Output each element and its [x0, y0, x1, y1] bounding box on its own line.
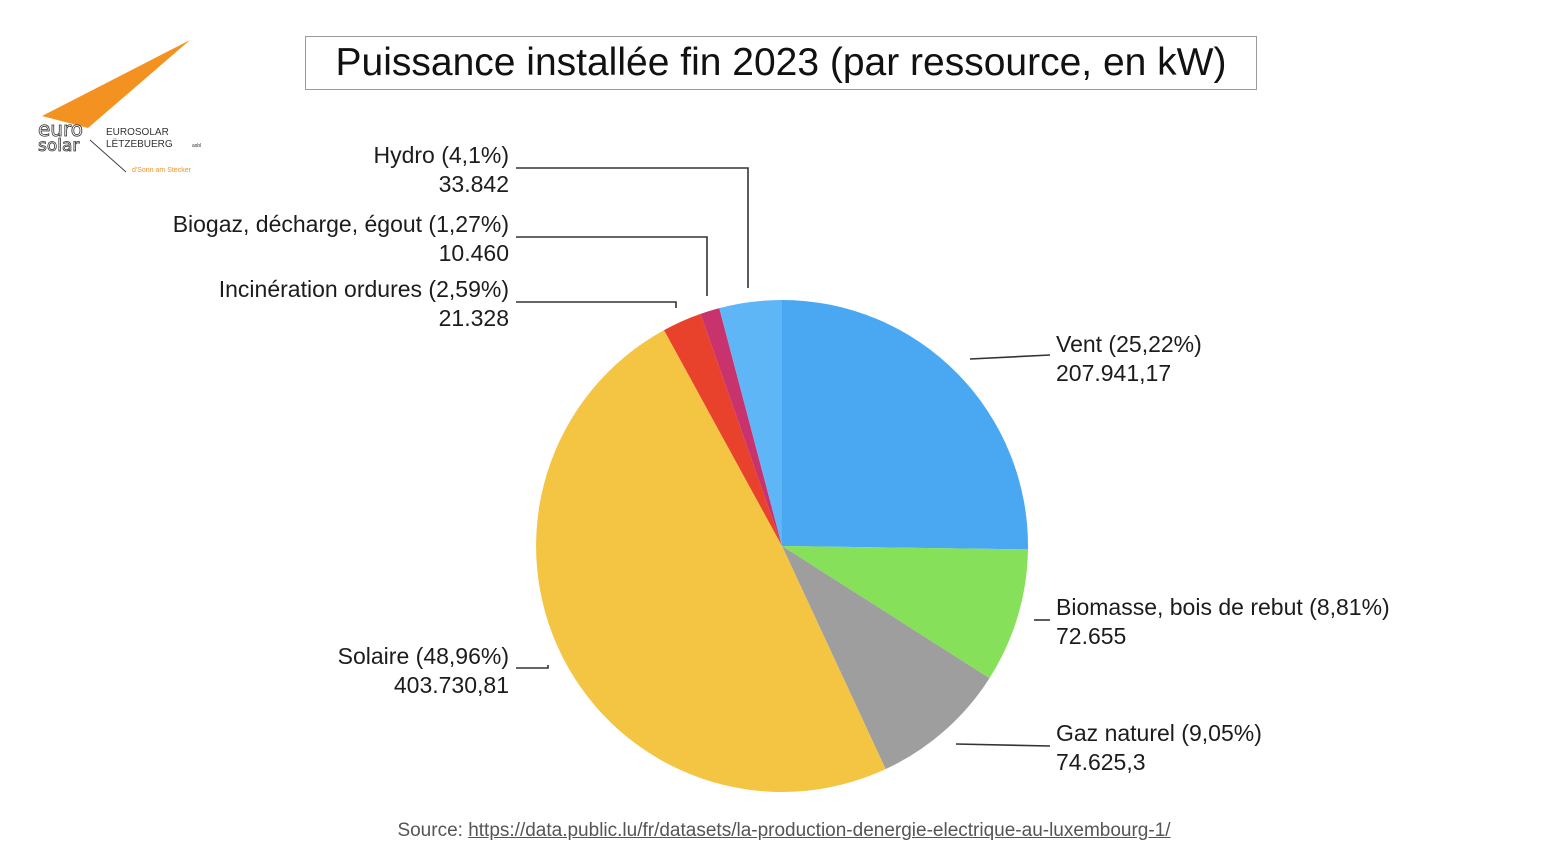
slice-label-gaz-naturel: Gaz naturel (9,05%) 74.625,3 [1056, 720, 1262, 775]
logo-sunray [42, 40, 190, 128]
slice-label-vent: Vent (25,22%) 207.941,17 [1056, 331, 1202, 386]
eurosolar-logo: euro solar EUROSOLAR LËTZEBUERG asbl d'S… [30, 36, 230, 186]
slice-value: 33.842 [438, 171, 509, 197]
pie-slice-incinération [664, 313, 782, 546]
slice-value: 21.328 [438, 305, 509, 331]
slice-value: 403.730,81 [393, 672, 509, 698]
leader-line-hydro [516, 167, 749, 288]
pie-slice-gaz [782, 546, 990, 770]
slice-value: 207.941,17 [1056, 360, 1172, 386]
pie-slice-vent [782, 300, 1029, 550]
slice-label-biogaz: Biogaz, décharge, égout (1,27%) 10.460 [172, 211, 509, 266]
leader-line-vent [969, 354, 1051, 360]
slice-name: Biogaz, décharge, égout [172, 211, 423, 237]
logo-name-suffix: asbl [192, 143, 201, 149]
logo-mark-bottom: solar [38, 136, 79, 156]
pie-slice-biogaz [700, 308, 782, 546]
slice-name: Hydro [373, 142, 435, 168]
source-note: Source: https://data.public.lu/fr/datase… [0, 820, 1568, 842]
slice-percent: 25,22% [1116, 331, 1195, 357]
slice-percent: 4,1% [448, 142, 502, 168]
logo-mark-top: euro [38, 117, 83, 141]
slice-label-solaire: Solaire (48,96%) 403.730,81 [337, 643, 509, 698]
leader-line-incineration [516, 301, 677, 308]
slice-name: Incinération ordures [218, 276, 423, 302]
source-prefix: Source: [397, 820, 469, 841]
slice-label-hydro: Hydro (4,1%) 33.842 [373, 142, 509, 197]
leader-line-solaire [516, 665, 549, 669]
slice-percent: 2,59% [436, 276, 502, 302]
chart-title: Puissance installée fin 2023 (par ressou… [305, 36, 1257, 90]
logo-name-line2: LËTZEBUERG [106, 138, 173, 150]
slice-name: Biomasse, bois de rebut [1056, 594, 1303, 620]
slice-value: 74.625,3 [1056, 749, 1146, 775]
logo-tagline: d'Sonn am Stecker [132, 167, 192, 174]
slice-name: Vent [1056, 331, 1103, 357]
slice-name: Gaz naturel [1056, 720, 1175, 746]
leader-line-biogaz [516, 236, 708, 296]
pie-slice-solaire [536, 330, 886, 792]
slice-percent: 9,05% [1188, 720, 1255, 746]
slice-percent: 48,96% [423, 643, 502, 669]
logo-name-line1: EUROSOLAR [106, 127, 169, 138]
pie-slice-hydro [719, 300, 782, 546]
slice-value: 10.460 [438, 240, 509, 266]
leader-line-gaz-naturel [955, 743, 1051, 747]
slice-percent: 1,27% [436, 211, 502, 237]
slice-value: 72.655 [1056, 623, 1127, 649]
source-link[interactable]: https://data.public.lu/fr/datasets/la-pr… [468, 820, 1171, 841]
pie-slice-biomasse [782, 546, 1028, 679]
slice-label-incineration: Incinération ordures (2,59%) 21.328 [218, 276, 509, 331]
slice-percent: 8,81% [1316, 594, 1383, 620]
slice-name: Solaire [337, 643, 410, 669]
slice-label-biomasse: Biomasse, bois de rebut (8,81%) 72.655 [1056, 594, 1390, 649]
